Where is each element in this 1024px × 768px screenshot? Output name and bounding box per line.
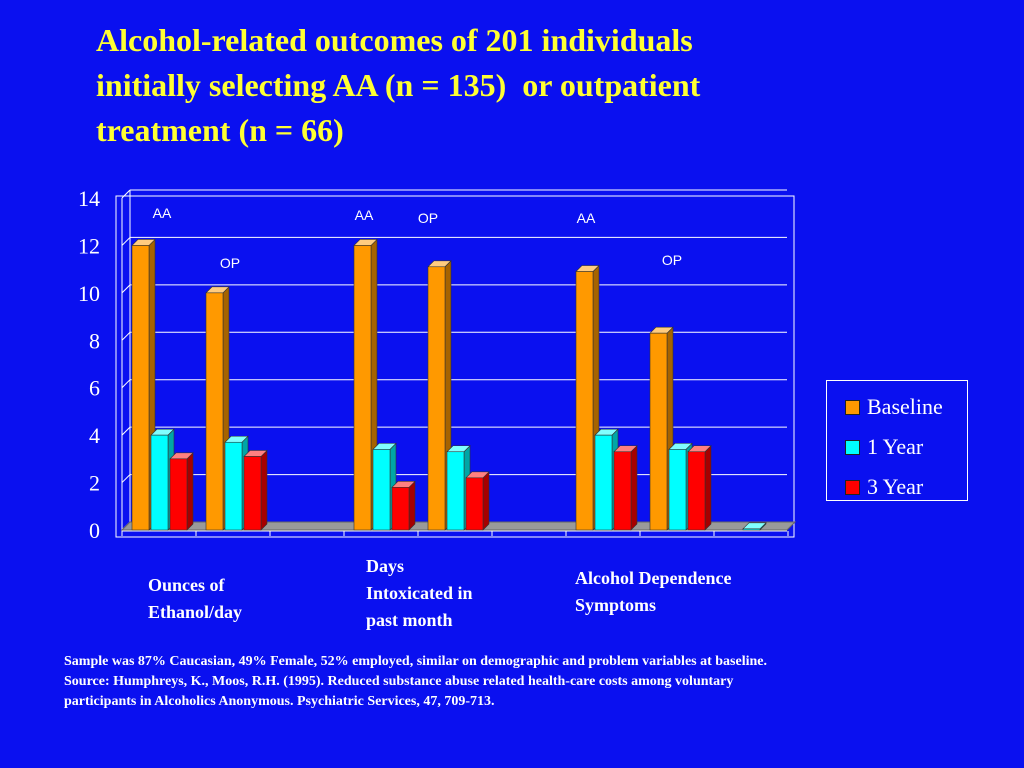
- bar-face: [353, 245, 372, 531]
- bar-3-year: [613, 445, 638, 531]
- y-tick-label: 8: [89, 328, 100, 353]
- bar-face: [372, 449, 391, 531]
- bar-3-year: [465, 471, 490, 531]
- bar-face: [150, 434, 169, 531]
- bar-face: [630, 445, 638, 531]
- group-label-days-intoxicated: Days Intoxicated in past month: [366, 553, 473, 634]
- bar-face: [575, 271, 594, 531]
- gridline-side: [121, 331, 131, 341]
- footnote-line: Source: Humphreys, K., Moos, R.H. (1995)…: [64, 674, 734, 689]
- bar-group-annotation: OP: [220, 255, 240, 271]
- legend-item-baseline: Baseline: [827, 387, 967, 427]
- bar-face: [131, 245, 150, 531]
- bar-baseline: [353, 238, 378, 531]
- footnote-line: Sample was 87% Caucasian, 49% Female, 52…: [64, 654, 767, 669]
- chart-legend: Baseline 1 Year 3 Year: [826, 380, 968, 501]
- group-label-line: past month: [366, 610, 453, 630]
- group-label-line: Ounces of: [148, 575, 225, 595]
- bar-face: [649, 332, 668, 531]
- bar-group-annotation: OP: [662, 252, 682, 268]
- bar-face: [186, 452, 194, 531]
- legend-item-1-year: 1 Year: [827, 427, 967, 467]
- bar-face: [687, 451, 706, 531]
- slide-title: Alcohol-related outcomes of 201 individu…: [96, 18, 956, 153]
- bar-face: [465, 477, 484, 531]
- gridline-side: [121, 474, 131, 483]
- legend-label: 3 Year: [867, 474, 924, 499]
- group-label-line: Ethanol/day: [148, 602, 243, 622]
- chart-frame: [115, 195, 795, 538]
- gridline-side: [121, 284, 131, 294]
- group-label-ethanol: Ounces of Ethanol/day: [148, 572, 242, 626]
- bar-face: [224, 441, 243, 531]
- bar-baseline: [131, 238, 156, 531]
- group-label-line: Alcohol Dependence: [575, 568, 732, 588]
- legend-label: Baseline: [867, 394, 943, 419]
- footnote: Sample was 87% Caucasian, 49% Female, 52…: [64, 652, 964, 712]
- bar-3-year: [169, 452, 194, 531]
- y-tick-label: 4: [89, 423, 100, 448]
- legend-swatch: [845, 439, 860, 455]
- y-tick-label: 2: [89, 471, 100, 496]
- bar-3-year: [391, 480, 416, 531]
- group-label-line: Symptoms: [575, 595, 657, 615]
- bar-group-annotation: AA: [577, 210, 596, 226]
- y-tick-label: 12: [78, 233, 100, 258]
- title-line: initially selecting AA (n = 135) or outp…: [96, 67, 701, 103]
- bar-face: [668, 449, 687, 531]
- group-label-line: Days: [366, 556, 405, 576]
- bar-face: [408, 480, 416, 531]
- y-tick-label: 10: [78, 281, 100, 306]
- group-label-line: Intoxicated in: [366, 583, 473, 603]
- bar-face: [742, 528, 761, 531]
- legend-swatch: [845, 479, 860, 495]
- bar-face: [260, 449, 268, 531]
- bar-face: [613, 451, 632, 531]
- bar-face: [594, 434, 613, 531]
- bar-1-year: [742, 522, 767, 531]
- bar-group-annotation: AA: [153, 205, 172, 221]
- legend-swatch: [845, 399, 860, 415]
- bar-group-annotation: OP: [418, 210, 438, 226]
- bar-face: [243, 456, 262, 531]
- bar-face: [446, 451, 465, 531]
- bar-face: [704, 445, 712, 531]
- gridline-side: [121, 237, 131, 246]
- bar-face: [482, 471, 490, 531]
- footnote-line: participants in Alcoholics Anonymous. Ps…: [64, 694, 495, 709]
- title-line: Alcohol-related outcomes of 201 individu…: [96, 22, 693, 58]
- gridline-side: [121, 426, 131, 436]
- group-label-dependence-symptoms: Alcohol Dependence Symptoms: [575, 565, 732, 619]
- bar-face: [391, 487, 410, 531]
- legend-item-3-year: 3 Year: [827, 467, 967, 507]
- bar-face: [169, 458, 188, 531]
- y-tick-label: 14: [78, 186, 100, 211]
- bar-3-year: [243, 449, 268, 531]
- gridline-side: [121, 379, 131, 389]
- y-tick-label: 6: [89, 376, 100, 401]
- y-tick-label: 0: [89, 518, 100, 543]
- bar-face: [205, 292, 224, 531]
- bar-face: [427, 266, 446, 531]
- bar-3-year: [687, 445, 712, 531]
- gridline-side: [121, 189, 131, 199]
- legend-label: 1 Year: [867, 434, 924, 459]
- title-line: treatment (n = 66): [96, 112, 344, 148]
- bar-group-annotation: AA: [355, 207, 374, 223]
